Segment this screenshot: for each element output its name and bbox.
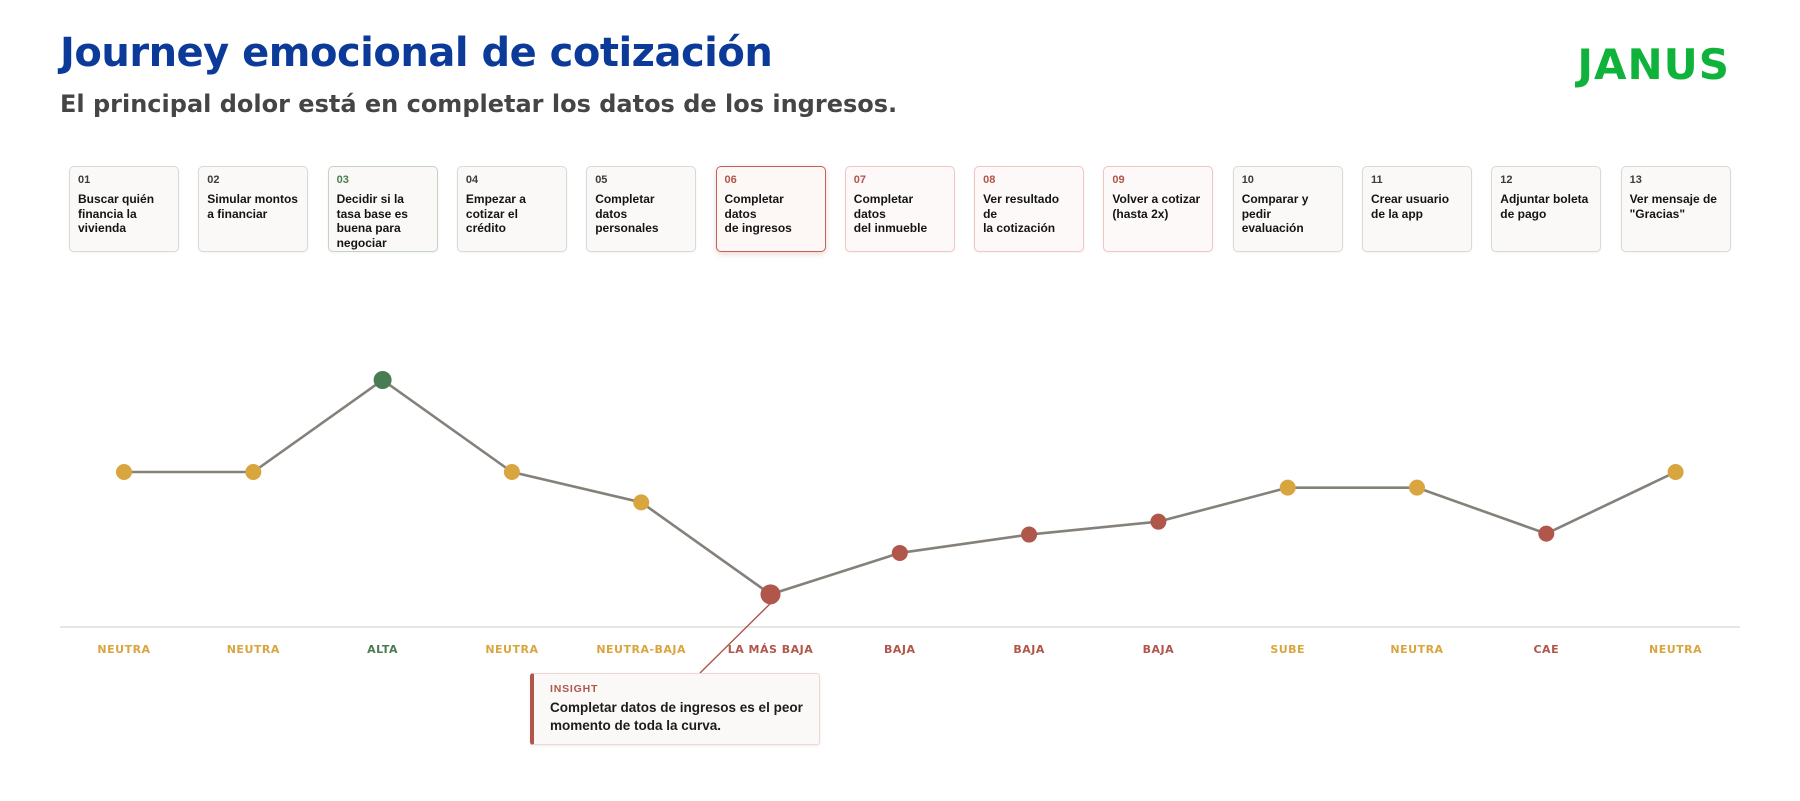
insight-text: Completar datos de ingresos es el peor m… [550,700,803,733]
step-card-07: 07 Completar datos del inmueble [844,166,955,252]
emotion-label-10: SUBE [1270,643,1305,656]
step-number: 05 [595,174,608,186]
emotion-label-08: BAJA [1013,643,1045,656]
data-point-11 [1409,479,1425,496]
step-label: Simular montos a financiar [207,192,298,221]
step-number: 02 [207,174,220,186]
data-point-13 [1667,464,1684,480]
page-subtitle: El principal dolor está en completar los… [60,90,898,118]
step-card-02: 02 Simular montos a financiar [198,166,309,252]
step-number: 07 [853,174,867,186]
step-label: Volver a cotizar (hasta 2x) [1112,192,1201,221]
step-label: Adjuntar boleta de pago [1500,192,1589,221]
step-number: 08 [983,174,996,186]
step-label: Completar datos de ingresos [724,192,792,235]
data-point-07 [891,544,908,561]
step-number: 06 [724,174,737,186]
emotion-label-11: NEUTRA [1390,643,1443,656]
step-card-04: 04 Empezar a cotizar el crédito [456,166,567,252]
journey-steps: 01 Buscar quién financia la vivienda 02 Sim… [0,0,1800,260]
step-number: 11 [1371,174,1383,186]
step-label: Empezar a cotizar el crédito [465,192,526,235]
step-card-09: 09 Volver a cotizar (hasta 2x) [1103,166,1214,252]
step-number: 10 [1241,174,1254,186]
step-label: Decidir si la tasa base es buena para ne… [336,192,408,250]
data-point-03 [373,371,392,389]
data-point-12 [1538,525,1555,542]
step-number: 04 [465,174,479,186]
emotion-label-09: BAJA [1143,643,1175,656]
step-card-13: 13 Ver mensaje de "Gracias" [1620,166,1731,252]
data-point-10 [1279,479,1296,496]
data-point-04 [503,464,520,480]
step-card-05: 05 Completar datos personales [586,166,697,252]
step-label: Comparar y pedir evaluación [1241,192,1309,235]
emotion-line [124,378,1677,596]
step-card-08: 08 Ver resultado de la cotización [974,166,1085,252]
emotion-label-02: NEUTRA [227,643,280,656]
step-number: 03 [336,174,349,186]
step-card-03: 03 Decidir si la tasa base es buena para … [327,166,438,252]
step-number: 12 [1500,174,1513,186]
step-card-01: 01 Buscar quién financia la vivienda [69,166,179,252]
step-label: Crear usuario de la app [1371,192,1450,221]
data-point-09 [1150,513,1167,530]
data-point-02 [245,464,262,480]
data-point-08 [1021,526,1038,543]
emotion-label-05: NEUTRA-BAJA [596,643,686,656]
step-number: 01 [78,174,91,186]
step-label: Ver resultado de la cotización [983,192,1060,235]
insight-title: INSIGHT [550,683,599,695]
step-number: 09 [1112,174,1125,186]
step-number: 13 [1629,174,1642,186]
emotion-label-01: NEUTRA [97,643,150,656]
data-point-06 [760,584,781,605]
emotion-label-04: NEUTRA [485,643,538,656]
insight-callout: INSIGHT Completar datos de ingresos es e… [530,673,820,745]
step-card-12: 12 Adjuntar boleta de pago [1491,166,1602,252]
step-card-06: 06 Completar datos de ingresos [715,166,826,252]
brand-logo: JANUS [1577,40,1730,89]
emotion-label-12: CAE [1533,643,1559,656]
data-point-01 [116,464,132,480]
insight-connector [699,602,771,674]
emotion-label-07: BAJA [884,643,916,656]
emotion-label-13: NEUTRA [1649,643,1702,656]
step-label: Ver mensaje de "Gracias" [1629,192,1717,221]
page-title: Journey emocional de cotización [60,30,773,76]
step-card-10: 10 Comparar y pedir evaluación [1232,166,1343,252]
step-label: Completar datos del inmueble [853,192,928,235]
step-label: Completar datos personales [595,192,659,235]
step-card-11: 11 Crear usuario de la app [1362,166,1472,252]
data-point-05 [633,494,650,511]
emotion-label-06: LA MÁS BAJA [728,643,814,656]
step-label: Buscar quién financia la vivienda [78,192,155,235]
emotion-label-03: ALTA [367,643,398,656]
